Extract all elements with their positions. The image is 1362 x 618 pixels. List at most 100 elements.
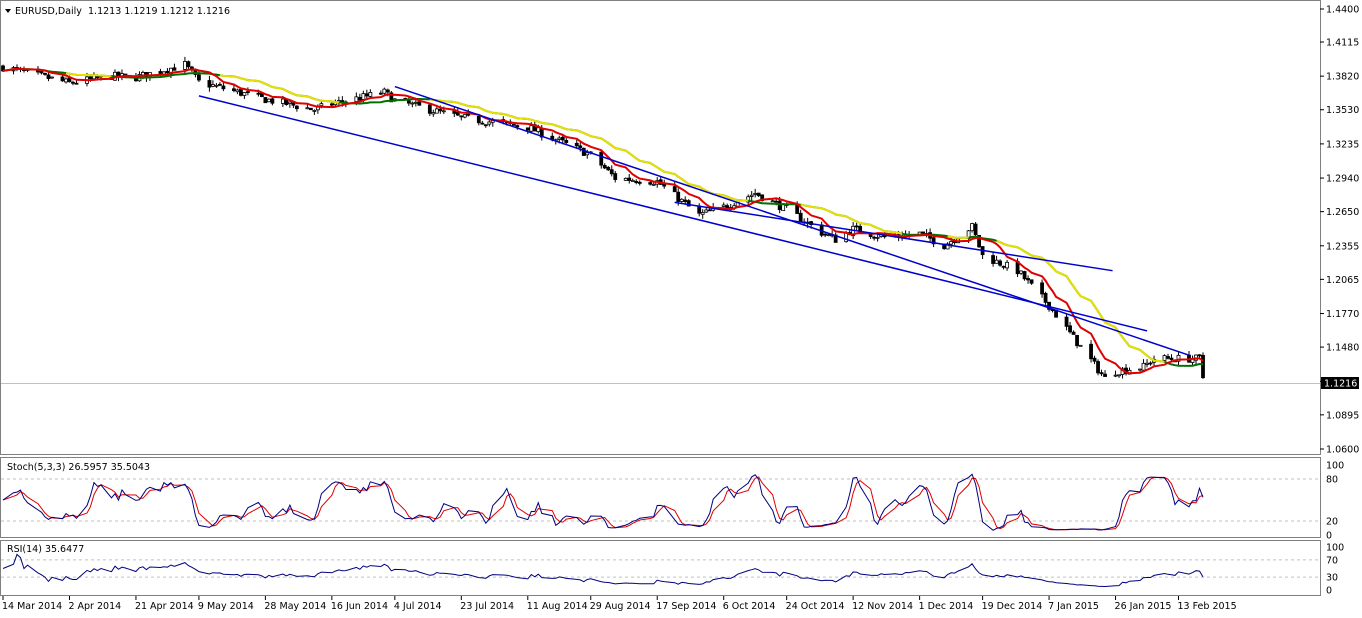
candle-body [529,125,534,132]
date-tick-label: 21 Apr 2014 [135,601,194,612]
candlesticks [1,56,1205,379]
date-tick-label: 9 May 2014 [198,601,254,612]
candle-body [242,92,247,96]
price-tick-label: 1.4400 [1326,5,1359,16]
candle-body [574,142,579,147]
candle-body [427,104,432,114]
candle-body [536,127,541,133]
candle-body [245,91,250,93]
candle-body [515,125,520,128]
candle-body [357,97,362,101]
channel-lines [198,85,1190,356]
candle-body [777,200,782,211]
candle-body [487,121,492,125]
candle-body [1169,357,1174,360]
candle-body [991,255,995,264]
candle-body [60,76,65,82]
candle-body [1043,292,1048,303]
price-tick-label: 1.0600 [1326,445,1359,456]
stoch-pane-frame [0,457,1321,538]
candle-body [1099,372,1104,375]
rsi-tick-label: 100 [1326,543,1344,554]
candle-body [417,101,422,106]
candle-body [931,237,936,245]
candle-body [294,105,299,110]
candle-body [599,151,604,166]
candle-body [973,223,978,236]
candle-body [1,65,5,72]
ma-alt-segment [800,203,903,235]
candle-body [686,200,691,207]
candle-body [700,212,705,215]
candle-body [651,183,656,186]
candle-body [945,243,950,250]
candle-body [476,115,481,124]
price-tick-label: 1.2650 [1326,207,1359,218]
date-tick-label: 12 Nov 2014 [852,601,913,612]
candle-body [354,96,359,102]
stoch-label: Stoch(5,3,3) 26.5957 35.5043 [7,462,150,473]
candle-body [312,110,317,112]
rsi-tick-label: 70 [1326,555,1338,566]
date-tick-label: 17 Sep 2014 [656,601,716,612]
price-axis: 1.4400 1.4115 1.3820 1.3530 1.3235 1.2940 1.26… [1320,5,1359,456]
candle-body [266,98,271,103]
candle-body [1075,334,1079,347]
date-axis: 14 Mar 2014 2 Apr 2014 21 Apr 2014 9 May 20… [2,596,1237,612]
date-tick-label: 24 Oct 2014 [786,601,845,612]
ma-slow-line [2,67,1204,367]
candle-body [218,83,222,86]
date-tick-label: 19 Dec 2014 [982,601,1043,612]
candle-body [319,103,324,107]
candle-body [798,212,803,223]
candle-body [875,236,880,239]
candle-body [949,241,954,245]
candle-body [221,85,226,90]
candle-body [511,123,516,126]
candle-body [413,101,418,104]
date-tick-label: 26 Jan 2015 [1115,601,1172,612]
candle-body [46,74,51,79]
stoch-tick-label: 0 [1326,531,1332,542]
candle-body [165,70,170,74]
candle-body [854,225,859,228]
candle-body [1145,362,1149,365]
candle-body [977,235,981,248]
rsi-lines [2,553,1204,588]
candle-body [43,72,47,75]
candle-body [431,112,436,115]
candle-body [994,259,999,264]
candle-body [280,98,285,104]
candle-body [459,115,464,118]
price-tick-label: 1.3235 [1326,139,1359,150]
candle-body [364,93,369,97]
candle-body [361,93,366,100]
candle-body [480,122,485,125]
candle-body [623,177,628,181]
candle-body [186,61,191,68]
candle-body [483,124,488,127]
candle-body [679,198,684,202]
stoch-signal-line [2,476,1204,531]
candle-body [998,260,1002,266]
dropdown-triangle-icon[interactable] [5,9,11,13]
date-tick-label: 7 Jan 2015 [1048,601,1099,612]
ma-alt-segment [429,98,749,202]
candle-body [256,92,261,95]
candle-body [455,112,460,116]
date-tick-label: 4 Jul 2014 [394,601,442,612]
ma-alt-segment [65,72,112,78]
ma-alt-segment [947,235,969,239]
candle-body [263,97,268,104]
rsi-label: RSI(14) 35.6477 [7,544,84,555]
moving-averages [2,67,1204,375]
last-price-tag [1321,377,1359,389]
candle-body [438,108,443,112]
candle-body [382,88,387,94]
stoch-tick-label: 100 [1326,461,1344,472]
candle-body [1092,357,1097,362]
rsi-tick-label: 0 [1326,586,1332,597]
price-tick-label: 1.2355 [1326,241,1359,252]
